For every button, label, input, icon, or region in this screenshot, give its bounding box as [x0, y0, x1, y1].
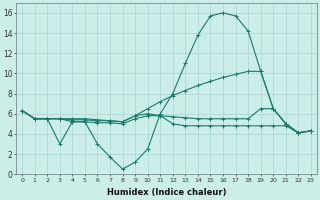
- X-axis label: Humidex (Indice chaleur): Humidex (Indice chaleur): [107, 188, 226, 197]
